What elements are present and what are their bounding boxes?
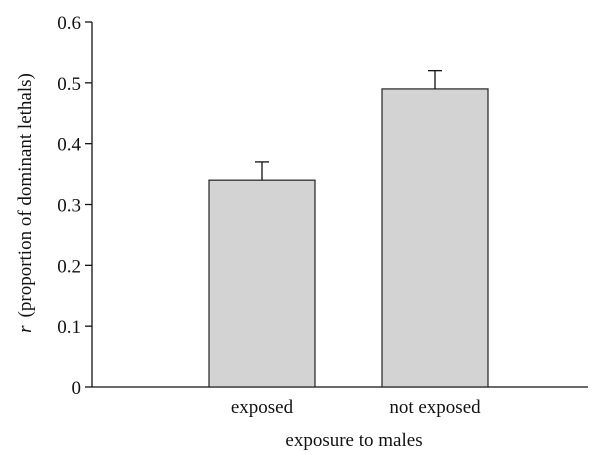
y-tick-labels: 0 0.1 0.2 0.3 0.4 0.5 0.6: [57, 13, 81, 399]
bar: [208, 179, 316, 388]
y-tick-label: 0.2: [57, 256, 81, 277]
y-tick-label: 0: [72, 378, 82, 399]
x-category-labels: exposed not exposed: [231, 397, 481, 418]
y-axis-label: (proportion of dominant lethals): [15, 73, 36, 317]
y-tick-label: 0.5: [57, 74, 81, 95]
bar: [381, 88, 489, 388]
y-axis: [85, 21, 93, 388]
y-tick-label: 0.3: [57, 196, 81, 217]
x-category-label: not exposed: [389, 397, 481, 418]
bars: [208, 70, 489, 388]
y-tick-label: 0.4: [57, 135, 81, 156]
x-category-label: exposed: [231, 397, 294, 418]
y-axis-title: r (proportion of dominant lethals): [15, 73, 36, 333]
y-tick-label: 0.6: [57, 13, 81, 34]
x-axis-title: exposure to males: [285, 430, 422, 451]
y-tick-label: 0.1: [57, 317, 81, 338]
y-axis-symbol: r: [15, 325, 36, 333]
